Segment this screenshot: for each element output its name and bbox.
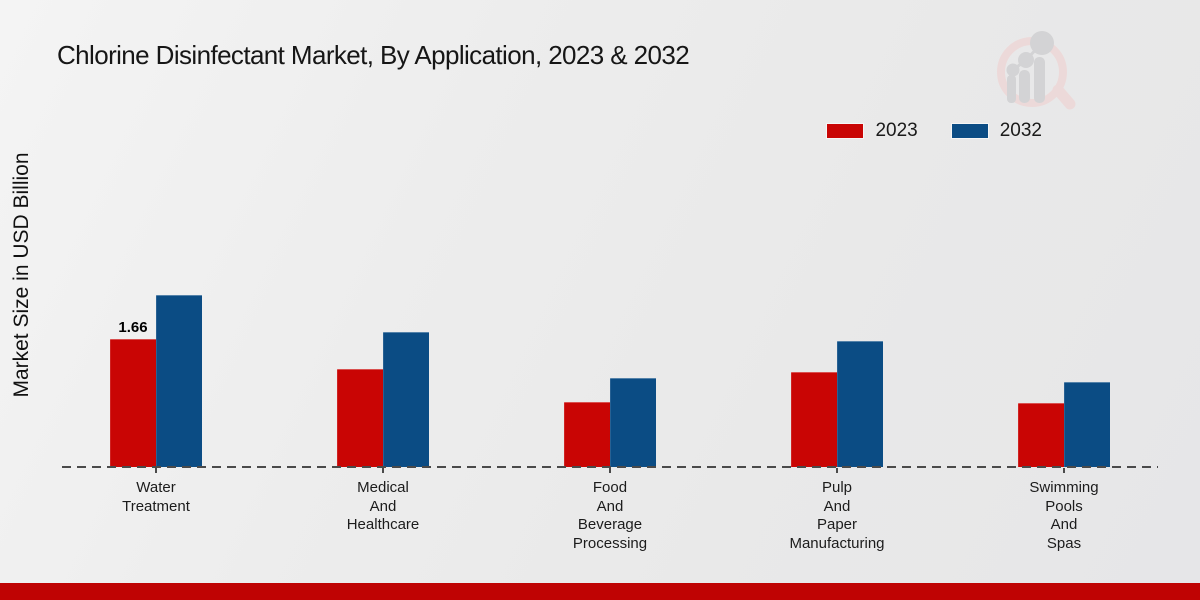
bar-2023-water-treatment [110, 339, 156, 467]
category-label-pulp-and-paper-manufacturing: Pulp And Paper Manufacturing [789, 479, 885, 552]
legend-swatch-2023 [827, 124, 864, 138]
footer-accent-bar [0, 583, 1200, 600]
bar-2023-pulp-and-paper-manufacturing [791, 372, 837, 467]
bar-2032-swimming-pools-and-spas [1064, 382, 1110, 467]
category-label-medical-and-healthcare: Medical And Healthcare [346, 479, 420, 533]
category-label-swimming-pools-and-spas: Swimming Pools And Spas [1029, 479, 1099, 552]
x-axis-tick [382, 468, 384, 473]
market-research-future-logo-icon [997, 31, 1076, 110]
legend-item-2023: 2023 [827, 120, 918, 142]
x-axis-tick [609, 468, 611, 473]
bar-2023-swimming-pools-and-spas [1018, 403, 1064, 467]
legend-label-2023: 2023 [875, 120, 918, 141]
x-axis-tick [836, 468, 838, 473]
bar-2032-medical-and-healthcare [383, 332, 429, 467]
bar-2023-medical-and-healthcare [337, 369, 383, 467]
bar-2032-pulp-and-paper-manufacturing [837, 341, 883, 467]
bar-2032-water-treatment [156, 295, 202, 467]
category-label-food-and-beverage-processing: Food And Beverage Processing [572, 479, 648, 552]
x-axis-tick [155, 468, 157, 473]
legend-label-2032: 2032 [999, 120, 1042, 141]
legend-item-2032: 2032 [951, 120, 1042, 142]
bar-2032-food-and-beverage-processing [610, 378, 656, 467]
legend: 2023 2032 [827, 120, 1042, 142]
legend-swatch-2032 [951, 124, 988, 138]
x-axis-tick [1063, 468, 1065, 473]
bar-value-label: 1.66 [118, 319, 148, 336]
bar-2023-food-and-beverage-processing [564, 402, 610, 467]
category-label-water-treatment: Water Treatment [122, 479, 190, 515]
x-axis-baseline [62, 466, 1158, 468]
chart-title: Chlorine Disinfectant Market, By Applica… [57, 40, 690, 70]
